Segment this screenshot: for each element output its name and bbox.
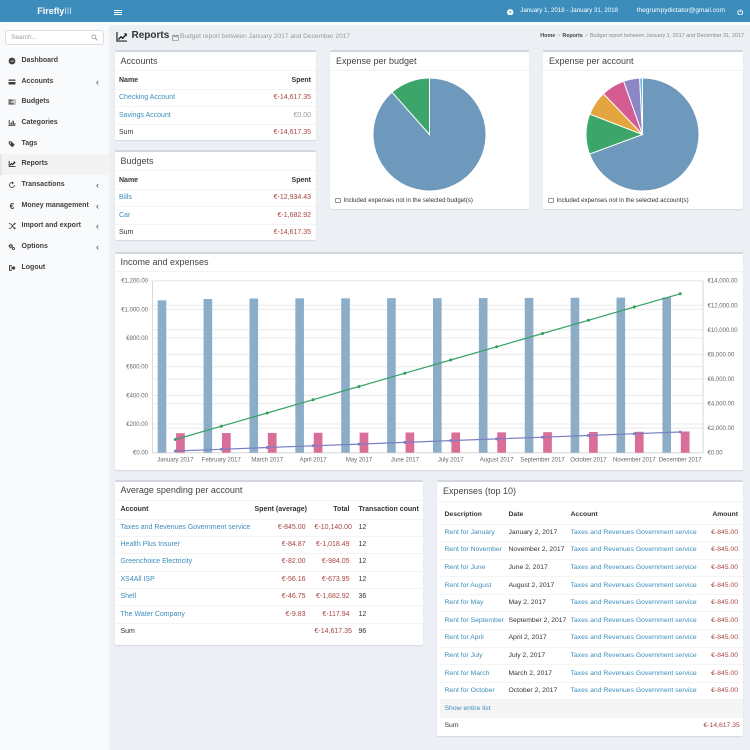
- svg-text:€2,000.00: €2,000.00: [707, 426, 734, 432]
- svg-text:May 2017: May 2017: [345, 457, 372, 463]
- svg-text:€200.00: €200.00: [126, 422, 148, 428]
- svg-text:March 2017: March 2017: [251, 457, 283, 463]
- svg-text:€4,000.00: €4,000.00: [707, 401, 734, 407]
- svg-text:€8,000.00: €8,000.00: [707, 352, 734, 358]
- svg-text:€10,000.00: €10,000.00: [707, 327, 738, 333]
- svg-text:August 2017: August 2017: [479, 457, 513, 463]
- svg-text:?: ?: [509, 10, 512, 15]
- svg-text:January 2017: January 2017: [157, 457, 194, 463]
- svg-text:€0.00: €0.00: [132, 450, 148, 456]
- svg-text:November 2017: November 2017: [612, 457, 655, 463]
- svg-text:€: €: [9, 202, 14, 210]
- svg-text:€1,200.00: €1,200.00: [121, 278, 148, 284]
- svg-text:February 2017: February 2017: [201, 457, 241, 463]
- svg-text:€6,000.00: €6,000.00: [707, 377, 734, 383]
- svg-text:June 2017: June 2017: [390, 457, 419, 463]
- svg-text:€1,000.00: €1,000.00: [121, 307, 148, 313]
- svg-text:April 2017: April 2017: [299, 457, 327, 463]
- svg-text:€600.00: €600.00: [126, 364, 148, 370]
- svg-text:€800.00: €800.00: [126, 336, 148, 342]
- svg-text:October 2017: October 2017: [570, 457, 607, 463]
- svg-text:December 2017: December 2017: [658, 457, 701, 463]
- svg-text:€400.00: €400.00: [126, 393, 148, 399]
- svg-text:July 2017: July 2017: [437, 457, 463, 463]
- svg-text:€0.00: €0.00: [707, 450, 723, 456]
- svg-text:€14,000.00: €14,000.00: [707, 278, 738, 284]
- svg-text:€12,000.00: €12,000.00: [707, 303, 738, 309]
- svg-text:September 2017: September 2017: [520, 457, 565, 463]
